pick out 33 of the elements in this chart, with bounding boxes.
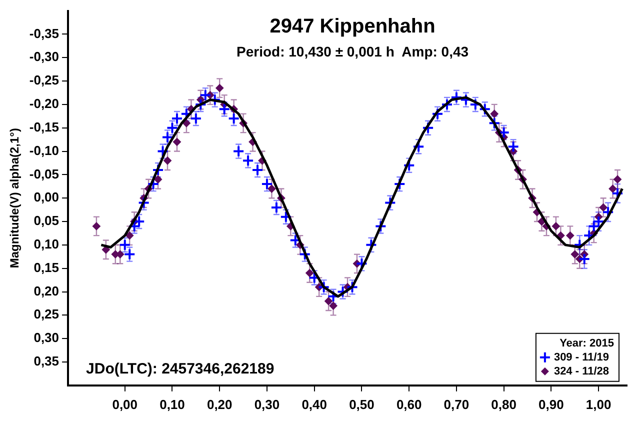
y-tick-label: -0,05 — [29, 166, 60, 182]
y-tick-label: 0,35 — [34, 354, 60, 369]
y-tick-label: -0,30 — [29, 49, 60, 64]
legend-label: 324 - 11/28 — [554, 365, 610, 378]
x-tick-label: 0,50 — [349, 396, 374, 412]
x-tick-label: 0,40 — [302, 396, 328, 412]
y-tick-label: 0,15 — [34, 260, 60, 275]
x-tick-label: 0,00 — [112, 396, 138, 412]
annotation: JDo(LTC): 2457346,262189 — [86, 360, 274, 378]
y-tick-label: 0,10 — [34, 236, 60, 252]
y-tick-label: -0,25 — [29, 72, 60, 88]
x-tick-label: 0,20 — [206, 396, 232, 412]
x-tick-label: 0,80 — [491, 396, 516, 412]
y-tick-label: 0,20 — [34, 283, 60, 298]
x-tick-label: 0,30 — [254, 396, 280, 412]
x-tick-label: 0,70 — [444, 396, 470, 412]
y-tick-label: -0,10 — [29, 142, 60, 158]
x-tick-label: 0,60 — [396, 396, 422, 412]
legend-label: 309 - 11/19 — [554, 351, 610, 364]
y-tick-label: 0,00 — [34, 190, 60, 205]
y-tick-label: -0,20 — [29, 96, 60, 112]
text: Period: 10,430 ± 0,001 h Amp: 0,43 — [236, 44, 469, 60]
legend-title: Year: 2015 — [560, 337, 614, 350]
y-tick-label: -0,15 — [29, 119, 60, 134]
y-tick-label: 0,05 — [34, 213, 60, 228]
x-tick-label: 0,90 — [538, 396, 564, 412]
y-tick-label: 0,25 — [34, 306, 60, 322]
y-tick-label: 0,30 — [34, 330, 60, 346]
x-tick-label: 1,00 — [586, 396, 612, 412]
y-axis-title: Magnitude(V) alpha(2,1°) — [8, 128, 22, 268]
chart-title: 2947 Kippenhahn — [270, 15, 436, 38]
y-tick-label: -0,35 — [29, 26, 60, 41]
x-tick-label: 0,10 — [160, 396, 185, 412]
